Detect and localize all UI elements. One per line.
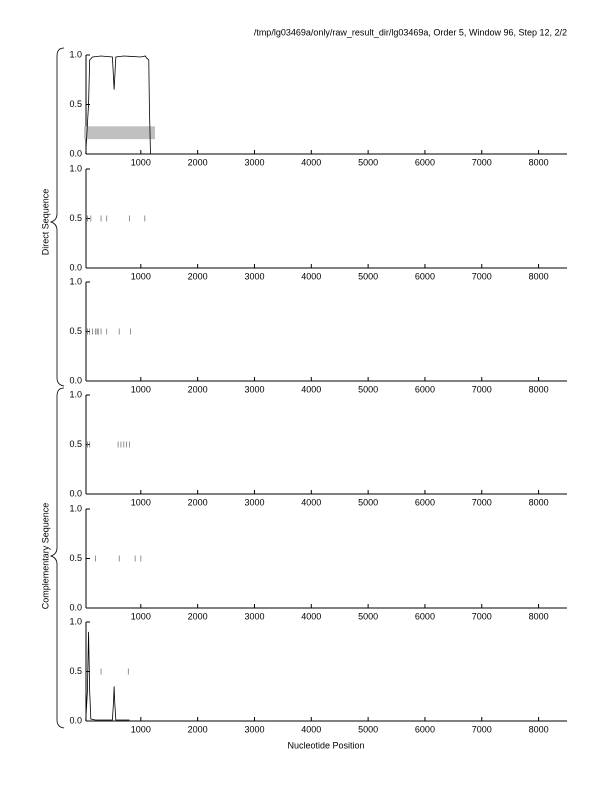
y-tick-label: 1.0 [69, 503, 82, 513]
x-tick-label: 8000 [529, 497, 549, 507]
y-tick-label: 0.0 [69, 488, 82, 498]
x-tick-label: 6000 [415, 497, 435, 507]
x-tick-label: 3000 [244, 157, 264, 167]
x-tick-label: 4000 [301, 724, 321, 734]
x-tick-label: 1000 [131, 157, 151, 167]
brace [49, 387, 65, 729]
y-tick-label: 1.0 [69, 616, 82, 626]
region [84, 126, 156, 140]
y-tick-label: 0.5 [69, 213, 82, 223]
x-tick-label: 2000 [188, 497, 208, 507]
x-tick-label: 4000 [301, 157, 321, 167]
x-tick-label: 1000 [131, 724, 151, 734]
y-tick-label: 0.5 [69, 553, 82, 563]
x-tick-label: 3000 [244, 724, 264, 734]
x-tick-label: 8000 [529, 157, 549, 167]
y-tick-label: 1.0 [69, 163, 82, 173]
brace [49, 47, 65, 387]
group-label: Complementary Sequence [40, 503, 50, 610]
x-tick-label: 2000 [188, 384, 208, 394]
x-tick-label: 3000 [244, 497, 264, 507]
x-tick-label: 7000 [472, 271, 492, 281]
x-tick-label: 3000 [244, 611, 264, 621]
x-tick-label: 7000 [472, 611, 492, 621]
x-tick-label: 5000 [358, 271, 378, 281]
y-tick-label: 0.0 [69, 602, 82, 612]
y-tick-label: 0.0 [69, 375, 82, 385]
x-tick-label: 8000 [529, 724, 549, 734]
x-tick-label: 7000 [472, 157, 492, 167]
x-tick-label: 8000 [529, 611, 549, 621]
x-tick-label: 7000 [472, 497, 492, 507]
y-tick-label: 0.0 [69, 715, 82, 725]
x-tick-label: 5000 [358, 157, 378, 167]
x-tick-label: 1000 [131, 271, 151, 281]
x-tick-label: 5000 [358, 384, 378, 394]
x-tick-label: 5000 [358, 611, 378, 621]
y-tick-label: 0.5 [69, 326, 82, 336]
x-tick-label: 5000 [358, 497, 378, 507]
x-tick-label: 8000 [529, 384, 549, 394]
x-tick-label: 6000 [415, 611, 435, 621]
group-label: Direct Sequence [40, 189, 50, 256]
x-tick-label: 7000 [472, 724, 492, 734]
y-tick-label: 1.0 [69, 49, 82, 59]
x-tick-label: 2000 [188, 611, 208, 621]
x-tick-label: 4000 [301, 611, 321, 621]
x-tick-label: 4000 [301, 497, 321, 507]
x-tick-label: 2000 [188, 724, 208, 734]
x-tick-label: 6000 [415, 271, 435, 281]
x-tick-label: 5000 [358, 724, 378, 734]
x-tick-label: 2000 [188, 157, 208, 167]
x-tick-label: 4000 [301, 271, 321, 281]
y-tick-label: 0.5 [69, 666, 82, 676]
y-tick-label: 1.0 [69, 389, 82, 399]
x-tick-label: 1000 [131, 497, 151, 507]
chart-title: /tmp/lg03469a/only/raw_result_dir/lg0346… [254, 27, 567, 37]
x-tick-label: 1000 [131, 384, 151, 394]
y-tick-label: 0.0 [69, 262, 82, 272]
x-axis-label: Nucleotide Position [287, 740, 364, 750]
x-tick-label: 7000 [472, 384, 492, 394]
x-tick-label: 8000 [529, 271, 549, 281]
x-tick-label: 1000 [131, 611, 151, 621]
x-tick-label: 6000 [415, 724, 435, 734]
x-tick-label: 6000 [415, 384, 435, 394]
x-tick-label: 3000 [244, 271, 264, 281]
y-tick-label: 0.0 [69, 148, 82, 158]
line [85, 631, 130, 722]
line [85, 55, 151, 155]
y-tick-label: 1.0 [69, 276, 82, 286]
x-tick-label: 6000 [415, 157, 435, 167]
x-tick-label: 4000 [301, 384, 321, 394]
y-tick-label: 0.5 [69, 99, 82, 109]
y-tick-label: 0.5 [69, 439, 82, 449]
x-tick-label: 2000 [188, 271, 208, 281]
x-tick-label: 3000 [244, 384, 264, 394]
